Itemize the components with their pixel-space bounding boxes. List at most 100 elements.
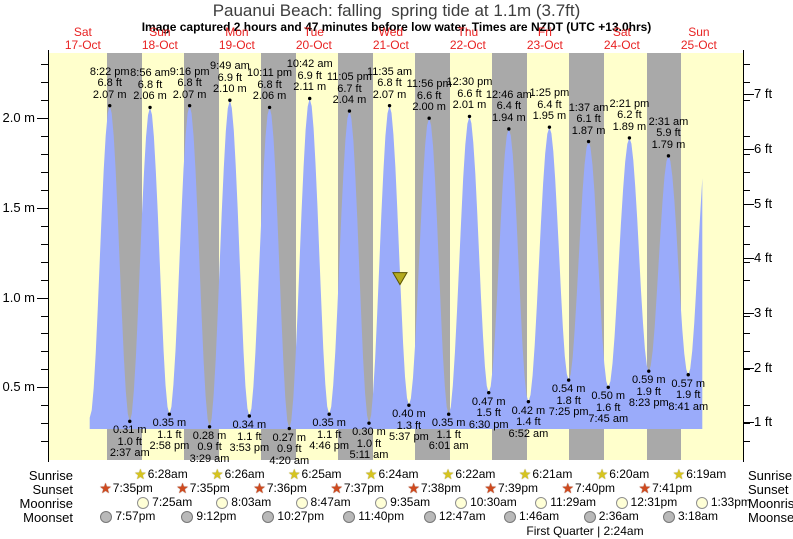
left-axis-tick	[37, 207, 48, 209]
moonset-event: 11:40pm	[343, 510, 404, 523]
high-tide-label: 8:22 pm 6.8 ft 2.07 m	[89, 65, 130, 101]
left-axis-tick	[41, 423, 48, 425]
moonrise-time: 7:25am	[152, 495, 193, 509]
right-axis-tick	[744, 225, 750, 227]
sunset-time: 7:35pm	[189, 481, 230, 495]
low-tide-dot	[606, 385, 610, 389]
sunrise-event: ★ 6:19am	[672, 466, 727, 482]
moon-phase-note: First Quarter | 2:24am	[526, 524, 644, 538]
high-tide-label: 2:31 am 5.9 ft 1.79 m	[648, 115, 689, 151]
right-axis-tick	[744, 422, 754, 424]
high-tide-dot	[666, 154, 671, 158]
high-tide-dot	[627, 136, 632, 140]
sunset-time: 7:36pm	[266, 481, 307, 495]
sunset-time: 7:39pm	[497, 481, 539, 495]
moonrise-event: 10:30am	[455, 496, 517, 509]
sunrise-star: ★	[211, 466, 224, 482]
sunset-star: ★	[484, 480, 497, 496]
sunrise-event: ★ 6:24am	[365, 467, 419, 481]
low-tide-dot	[327, 412, 331, 416]
low-tide-label: 0.28 m 0.9 ft 3:29 am	[189, 429, 230, 465]
right-axis-tick-label: 6 ft	[754, 140, 773, 156]
low-tide-dot	[367, 421, 371, 425]
moonset-circle	[423, 510, 436, 523]
sunrise-event: ★ 6:22am	[441, 466, 496, 482]
moonset-circle	[100, 510, 113, 523]
low-tide-label: 0.57 m 1.9 ft 8:41 am	[668, 377, 709, 413]
sunset-star: ★	[561, 480, 575, 496]
moonrise-circle	[137, 496, 150, 509]
moonrise-circle	[535, 496, 548, 509]
day-label: Wed 21-Oct	[372, 25, 409, 52]
high-tide-dot	[267, 105, 272, 110]
right-axis-tick	[744, 82, 750, 84]
moonset-event: 3:18am	[662, 510, 718, 523]
sunset-time: 7:41pm	[652, 481, 693, 495]
sunrise-star: ★	[595, 466, 609, 482]
left-axis-tick	[41, 279, 48, 281]
sunrise-time: 6:25am	[301, 467, 342, 481]
day-label: Fri 23-Oct	[526, 25, 563, 52]
high-tide-label: 9:16 pm 6.8 ft 2.07 m	[169, 65, 210, 101]
page-title: Pauanui Beach: falling spring tide at 1.…	[212, 1, 581, 20]
low-tide-label: 0.47 m 1.5 ft 6:30 pm	[468, 395, 509, 431]
high-tide-dot	[187, 103, 192, 108]
day-label: Tue 20-Oct	[295, 25, 332, 52]
right-axis-tick	[744, 312, 754, 314]
sunset-event: ★ 7:35pm	[176, 481, 230, 495]
sunset-star: ★	[99, 480, 112, 496]
right-axis-tick	[744, 261, 750, 263]
left-axis-tick-label: 1.5 m	[2, 199, 35, 215]
right-axis	[743, 50, 744, 462]
right-axis-tick	[744, 369, 750, 371]
low-tide-dot	[566, 378, 571, 382]
high-tide-dot	[308, 96, 312, 101]
row-label-left-sunset: Sunset	[32, 482, 73, 497]
moonset-time: 1:46am	[519, 509, 560, 523]
low-tide-label: 0.54 m 1.8 ft 7:25 pm	[548, 383, 589, 419]
high-tide-label: 11:35 am 6.8 ft 2.07 m	[367, 65, 413, 101]
sunset-star: ★	[253, 480, 266, 496]
high-tide-label: 11:05 pm 6.7 ft 2.04 m	[326, 71, 372, 107]
moonrise-event: 12:31pm	[615, 496, 677, 509]
moonset-circle	[343, 510, 356, 523]
sunrise-time: 6:28am	[147, 467, 188, 481]
row-label-right-moonrise: Moonrise	[748, 496, 793, 511]
right-axis-tick-label: 1 ft	[754, 414, 773, 430]
low-tide-dot	[647, 369, 651, 373]
moonrise-circle	[695, 496, 708, 509]
low-tide-dot	[407, 403, 411, 407]
left-axis-tick	[41, 243, 48, 245]
row-label-right-sunset: Sunset	[748, 482, 789, 497]
moonrise-circle	[455, 496, 468, 509]
moonrise-event: 1:33pm	[695, 495, 751, 509]
high-tide-dot	[547, 125, 552, 129]
left-axis-tick	[41, 351, 48, 353]
moonrise-event: 8:47am	[295, 495, 351, 509]
high-tide-dot	[347, 109, 352, 113]
high-tide-label: 12:30 pm 6.6 ft 2.01 m	[446, 76, 493, 112]
capture-time-marker	[392, 272, 408, 286]
row-label-left-moonset: Moonset	[23, 510, 73, 525]
sunrise-star: ★	[441, 466, 455, 482]
low-tide-dot	[247, 414, 252, 418]
sunrise-event: ★ 6:25am	[288, 467, 342, 481]
left-axis-tick	[41, 369, 48, 371]
sunset-event: ★ 7:37pm	[330, 481, 384, 495]
left-axis-tick	[37, 297, 48, 299]
left-axis-tick	[41, 315, 48, 317]
moonset-event: 7:57pm	[100, 510, 155, 523]
moonrise-time: 1:33pm	[710, 495, 751, 509]
right-axis-tick-label: 7 ft	[754, 86, 773, 102]
left-axis-tick	[41, 333, 48, 335]
high-tide-dot	[507, 127, 511, 131]
sunrise-star: ★	[672, 466, 686, 482]
left-axis-tick-label: 2.0 m	[2, 110, 35, 126]
moonrise-time: 8:47am	[310, 495, 351, 509]
low-tide-dot	[207, 425, 212, 429]
low-tide-label: 0.40 m 1.3 ft 5:37 pm	[389, 408, 429, 444]
low-tide-dot	[446, 412, 451, 416]
row-label-right-sunrise: Sunrise	[748, 468, 793, 483]
high-tide-dot	[387, 103, 392, 108]
